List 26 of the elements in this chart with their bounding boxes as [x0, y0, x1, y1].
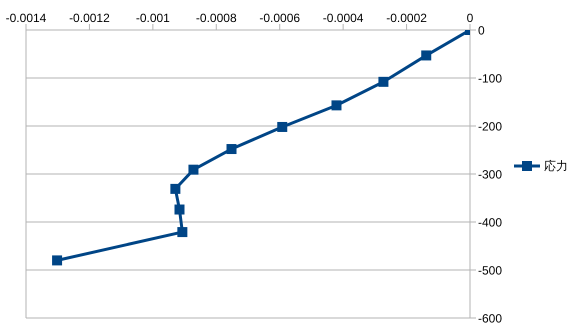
- point: [177, 227, 188, 238]
- x-tick-label: -0.0014: [6, 11, 47, 25]
- x-tick-label: -0.0002: [386, 11, 428, 25]
- point: [188, 164, 198, 175]
- y-tick-label: -600: [478, 311, 502, 326]
- point: [226, 144, 237, 154]
- y-tick-label: -400: [478, 215, 502, 230]
- point: [52, 255, 62, 266]
- x-tick-label: 0: [466, 11, 474, 25]
- x-tick-label: -0.001: [136, 11, 170, 25]
- x-tick-label: -0.0012: [69, 11, 110, 25]
- y-tick-label: -100: [478, 71, 502, 86]
- point: [174, 204, 184, 215]
- y-tick-label: -200: [478, 119, 502, 134]
- point: [170, 184, 180, 194]
- x-tick-label: -0.0006: [259, 11, 300, 25]
- point: [277, 122, 288, 132]
- legend-label: 応力: [544, 158, 568, 174]
- x-tick-label: -0.0008: [196, 11, 237, 25]
- point: [378, 76, 388, 87]
- y-tick-label: -300: [478, 167, 502, 182]
- y-tick-label: 0: [478, 23, 485, 38]
- y-tick-label: -500: [478, 263, 502, 278]
- point: [331, 100, 342, 110]
- point: [421, 50, 432, 60]
- x-tick-label: -0.0004: [322, 11, 364, 25]
